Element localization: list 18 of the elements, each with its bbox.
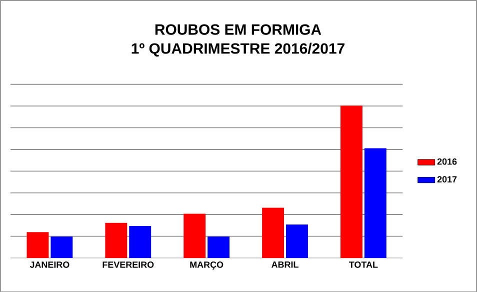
bar: [184, 214, 206, 258]
bar: [286, 224, 308, 258]
chart-title: ROUBOS EM FORMIGA 1º QUADRIMESTRE 2016/2017: [132, 24, 344, 56]
bar: [129, 226, 152, 258]
x-tick-label: ABRIL: [272, 261, 298, 268]
bar: [262, 208, 284, 258]
x-tick-label: TOTAL: [348, 261, 378, 268]
bar: [50, 236, 73, 258]
bar: [364, 148, 386, 258]
x-tick-label: MARÇO: [190, 261, 224, 270]
x-tick-label: JANEIRO: [30, 261, 70, 268]
bar: [26, 232, 49, 258]
bar: [105, 222, 128, 258]
legend-label: 2016: [437, 158, 457, 165]
bar: [340, 105, 362, 258]
bar: [208, 236, 230, 258]
x-tick-label: FEVEREIRO: [102, 261, 154, 268]
legend-label: 2017: [437, 176, 457, 182]
